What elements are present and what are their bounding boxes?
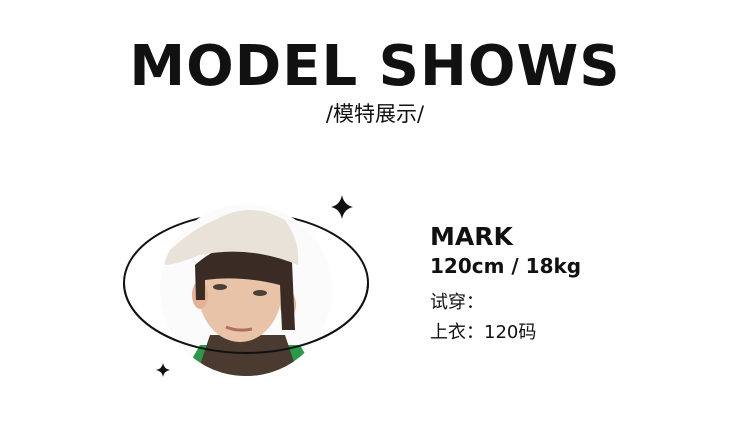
try-on-label: 试穿： [430,292,484,313]
sparkle-icon [331,195,353,219]
page-subtitle: /模特展示/ [325,102,425,126]
model-name: MARK [430,222,513,251]
top-size: 上衣：120码 [430,322,537,343]
model-info: MARK 120cm / 18kg 试穿： 上衣：120码 [430,222,581,348]
sparkle-icon [156,363,170,377]
model-photo [160,204,332,376]
model-stats: 120cm / 18kg [430,254,582,278]
page-title: MODEL SHOWS [129,34,621,99]
